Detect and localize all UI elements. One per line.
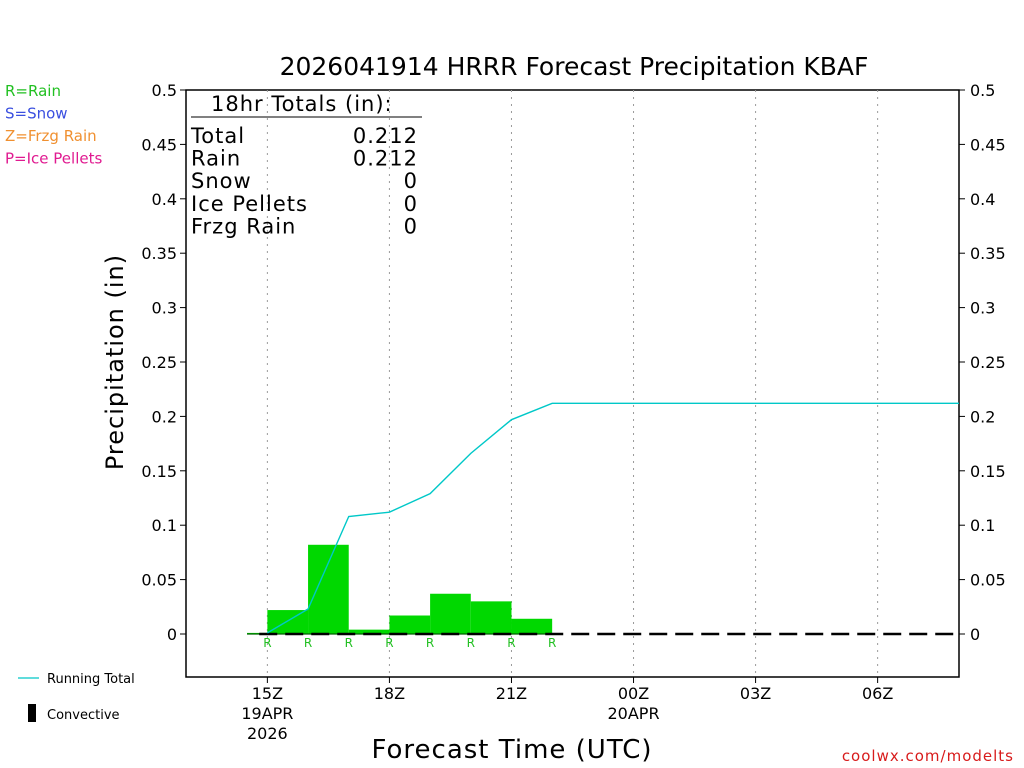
plot-frame: [185, 89, 960, 678]
y-tick-label-left: 0.1: [152, 516, 177, 535]
y-tick-label-left: 0.3: [152, 299, 177, 318]
y-tick-label-right: 0.2: [970, 407, 995, 426]
totals-row-label: Total: [190, 124, 245, 148]
y-tick-label-left: 0.15: [141, 462, 177, 481]
precip-type-mark: R: [345, 636, 353, 650]
totals-row-label: Ice Pellets: [191, 192, 308, 216]
x-tick-label: 15Z: [252, 684, 283, 703]
y-tick-label-left: 0.5: [152, 81, 177, 100]
y-tick-label-right: 0.1: [970, 516, 995, 535]
running-total-polyline: [267, 402, 959, 634]
x-tick-date: 19APR: [241, 704, 293, 723]
y-tick-label-left: 0.45: [141, 135, 177, 154]
precip-type-mark: R: [304, 636, 312, 650]
x-tick-label: 21Z: [496, 684, 527, 703]
x-tick-label: 03Z: [740, 684, 771, 703]
totals-row-label: Frzg Rain: [191, 214, 296, 238]
precip-bars: [247, 544, 553, 634]
x-tick-year: 2026: [247, 724, 288, 743]
credit-text: coolwx.com/modelts: [842, 747, 1014, 765]
precip-type-mark: R: [426, 636, 434, 650]
precip-bar: [267, 610, 309, 634]
y-tick-label-left: 0.05: [141, 571, 177, 590]
precip-bar: [308, 544, 349, 634]
x-tick-label: 00Z: [618, 684, 649, 703]
precip-type-mark: R: [385, 636, 393, 650]
y-tick-label-left: 0: [167, 625, 177, 644]
running-total-line: [267, 402, 959, 634]
precip-bar: [511, 618, 553, 634]
totals-row-label: Rain: [191, 147, 241, 171]
x-tick-date: 20APR: [607, 704, 659, 723]
x-tick-label: 18Z: [374, 684, 405, 703]
convective-legend-label: Convective: [47, 708, 120, 723]
y-tick-label-left: 0.35: [141, 244, 177, 263]
y-tick-label-right: 0.15: [970, 462, 1006, 481]
y-tick-label-right: 0.35: [970, 244, 1006, 263]
running-total-legend-label: Running Total: [47, 672, 135, 687]
y-tick-label-left: 0.25: [141, 353, 177, 372]
precip-type-legend-entry: R=Rain: [5, 82, 61, 100]
totals-box: 18hr Totals (in): Total 0.212 Rain 0.212 Sno…: [190, 92, 422, 238]
totals-row-label: Snow: [191, 169, 252, 193]
precip-bar: [430, 593, 471, 634]
precip-type-mark: R: [467, 636, 475, 650]
precip-type-mark: R: [507, 636, 515, 650]
y-tick-label-left: 0.2: [152, 407, 177, 426]
precip-type-legend-entry: P=Ice Pellets: [5, 150, 102, 168]
precip-bar: [470, 601, 512, 634]
y-tick-label-right: 0.4: [970, 190, 995, 209]
precip-bar: [389, 615, 431, 634]
y-tick-label-right: 0.5: [970, 81, 995, 100]
precip-type-legend-entry: Z=Frzg Rain: [5, 127, 97, 145]
y-tick-label-right: 0.3: [970, 299, 995, 318]
precip-type-mark: R: [263, 636, 271, 650]
y-axis-right: 0 0.05 0.1 0.15 0.2 0.25 0.3 0.35 0.4 0.45 0.5: [959, 81, 1006, 644]
chart-title: 2026041914 HRRR Forecast Precipitation K…: [280, 52, 869, 81]
y-tick-label-right: 0.25: [970, 353, 1006, 372]
totals-heading: 18hr Totals (in):: [211, 92, 393, 116]
precip-bar: [348, 629, 390, 634]
y-tick-label-left: 0.4: [152, 190, 177, 209]
vertical-gridlines: [266, 90, 879, 677]
totals-row-value: 0.212: [353, 124, 418, 148]
x-axis-label: Forecast Time (UTC): [371, 735, 652, 765]
precip-type-legend: R=Rain S=Snow Z=Frzg Rain P=Ice Pellets: [5, 82, 102, 168]
totals-row-value: 0: [404, 169, 418, 193]
totals-row-value: 0: [404, 214, 418, 238]
y-tick-label-right: 0.45: [970, 135, 1006, 154]
precip-type-mark: R: [548, 636, 556, 650]
y-axis-left: 0 0.05 0.1 0.15 0.2 0.25 0.3 0.35 0.4 0.45 0.5: [141, 81, 186, 644]
totals-row-value: 0.212: [353, 147, 418, 171]
y-tick-label-right: 0.05: [970, 571, 1006, 590]
y-tick-label-right: 0: [970, 625, 980, 644]
y-axis-label: Precipitation (in): [101, 254, 129, 470]
convective-legend-swatch: [28, 704, 36, 722]
x-tick-label: 06Z: [862, 684, 893, 703]
precip-type-legend-entry: S=Snow: [5, 105, 68, 123]
totals-row-value: 0: [404, 192, 418, 216]
